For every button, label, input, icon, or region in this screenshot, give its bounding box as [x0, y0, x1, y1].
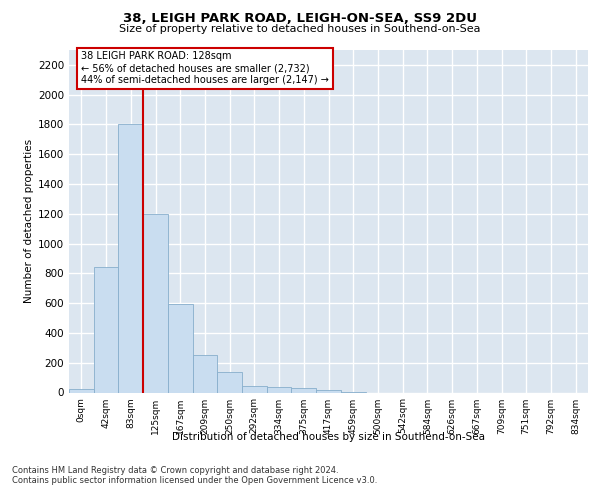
Y-axis label: Number of detached properties: Number of detached properties — [24, 139, 34, 304]
Text: Contains HM Land Registry data © Crown copyright and database right 2024.: Contains HM Land Registry data © Crown c… — [12, 466, 338, 475]
Bar — [143, 214, 168, 392]
Text: 38 LEIGH PARK ROAD: 128sqm
← 56% of detached houses are smaller (2,732)
44% of s: 38 LEIGH PARK ROAD: 128sqm ← 56% of deta… — [82, 52, 329, 84]
Bar — [94, 266, 118, 392]
Bar — [292, 388, 316, 392]
Bar — [168, 304, 193, 392]
Text: 38, LEIGH PARK ROAD, LEIGH-ON-SEA, SS9 2DU: 38, LEIGH PARK ROAD, LEIGH-ON-SEA, SS9 2… — [123, 12, 477, 26]
Bar — [118, 124, 143, 392]
Text: Contains public sector information licensed under the Open Government Licence v3: Contains public sector information licen… — [12, 476, 377, 485]
Bar — [316, 390, 341, 392]
Bar — [193, 354, 217, 393]
Bar — [217, 372, 242, 392]
Bar — [242, 386, 267, 392]
Bar — [267, 387, 292, 392]
Text: Distribution of detached houses by size in Southend-on-Sea: Distribution of detached houses by size … — [172, 432, 485, 442]
Bar — [69, 389, 94, 392]
Text: Size of property relative to detached houses in Southend-on-Sea: Size of property relative to detached ho… — [119, 24, 481, 34]
